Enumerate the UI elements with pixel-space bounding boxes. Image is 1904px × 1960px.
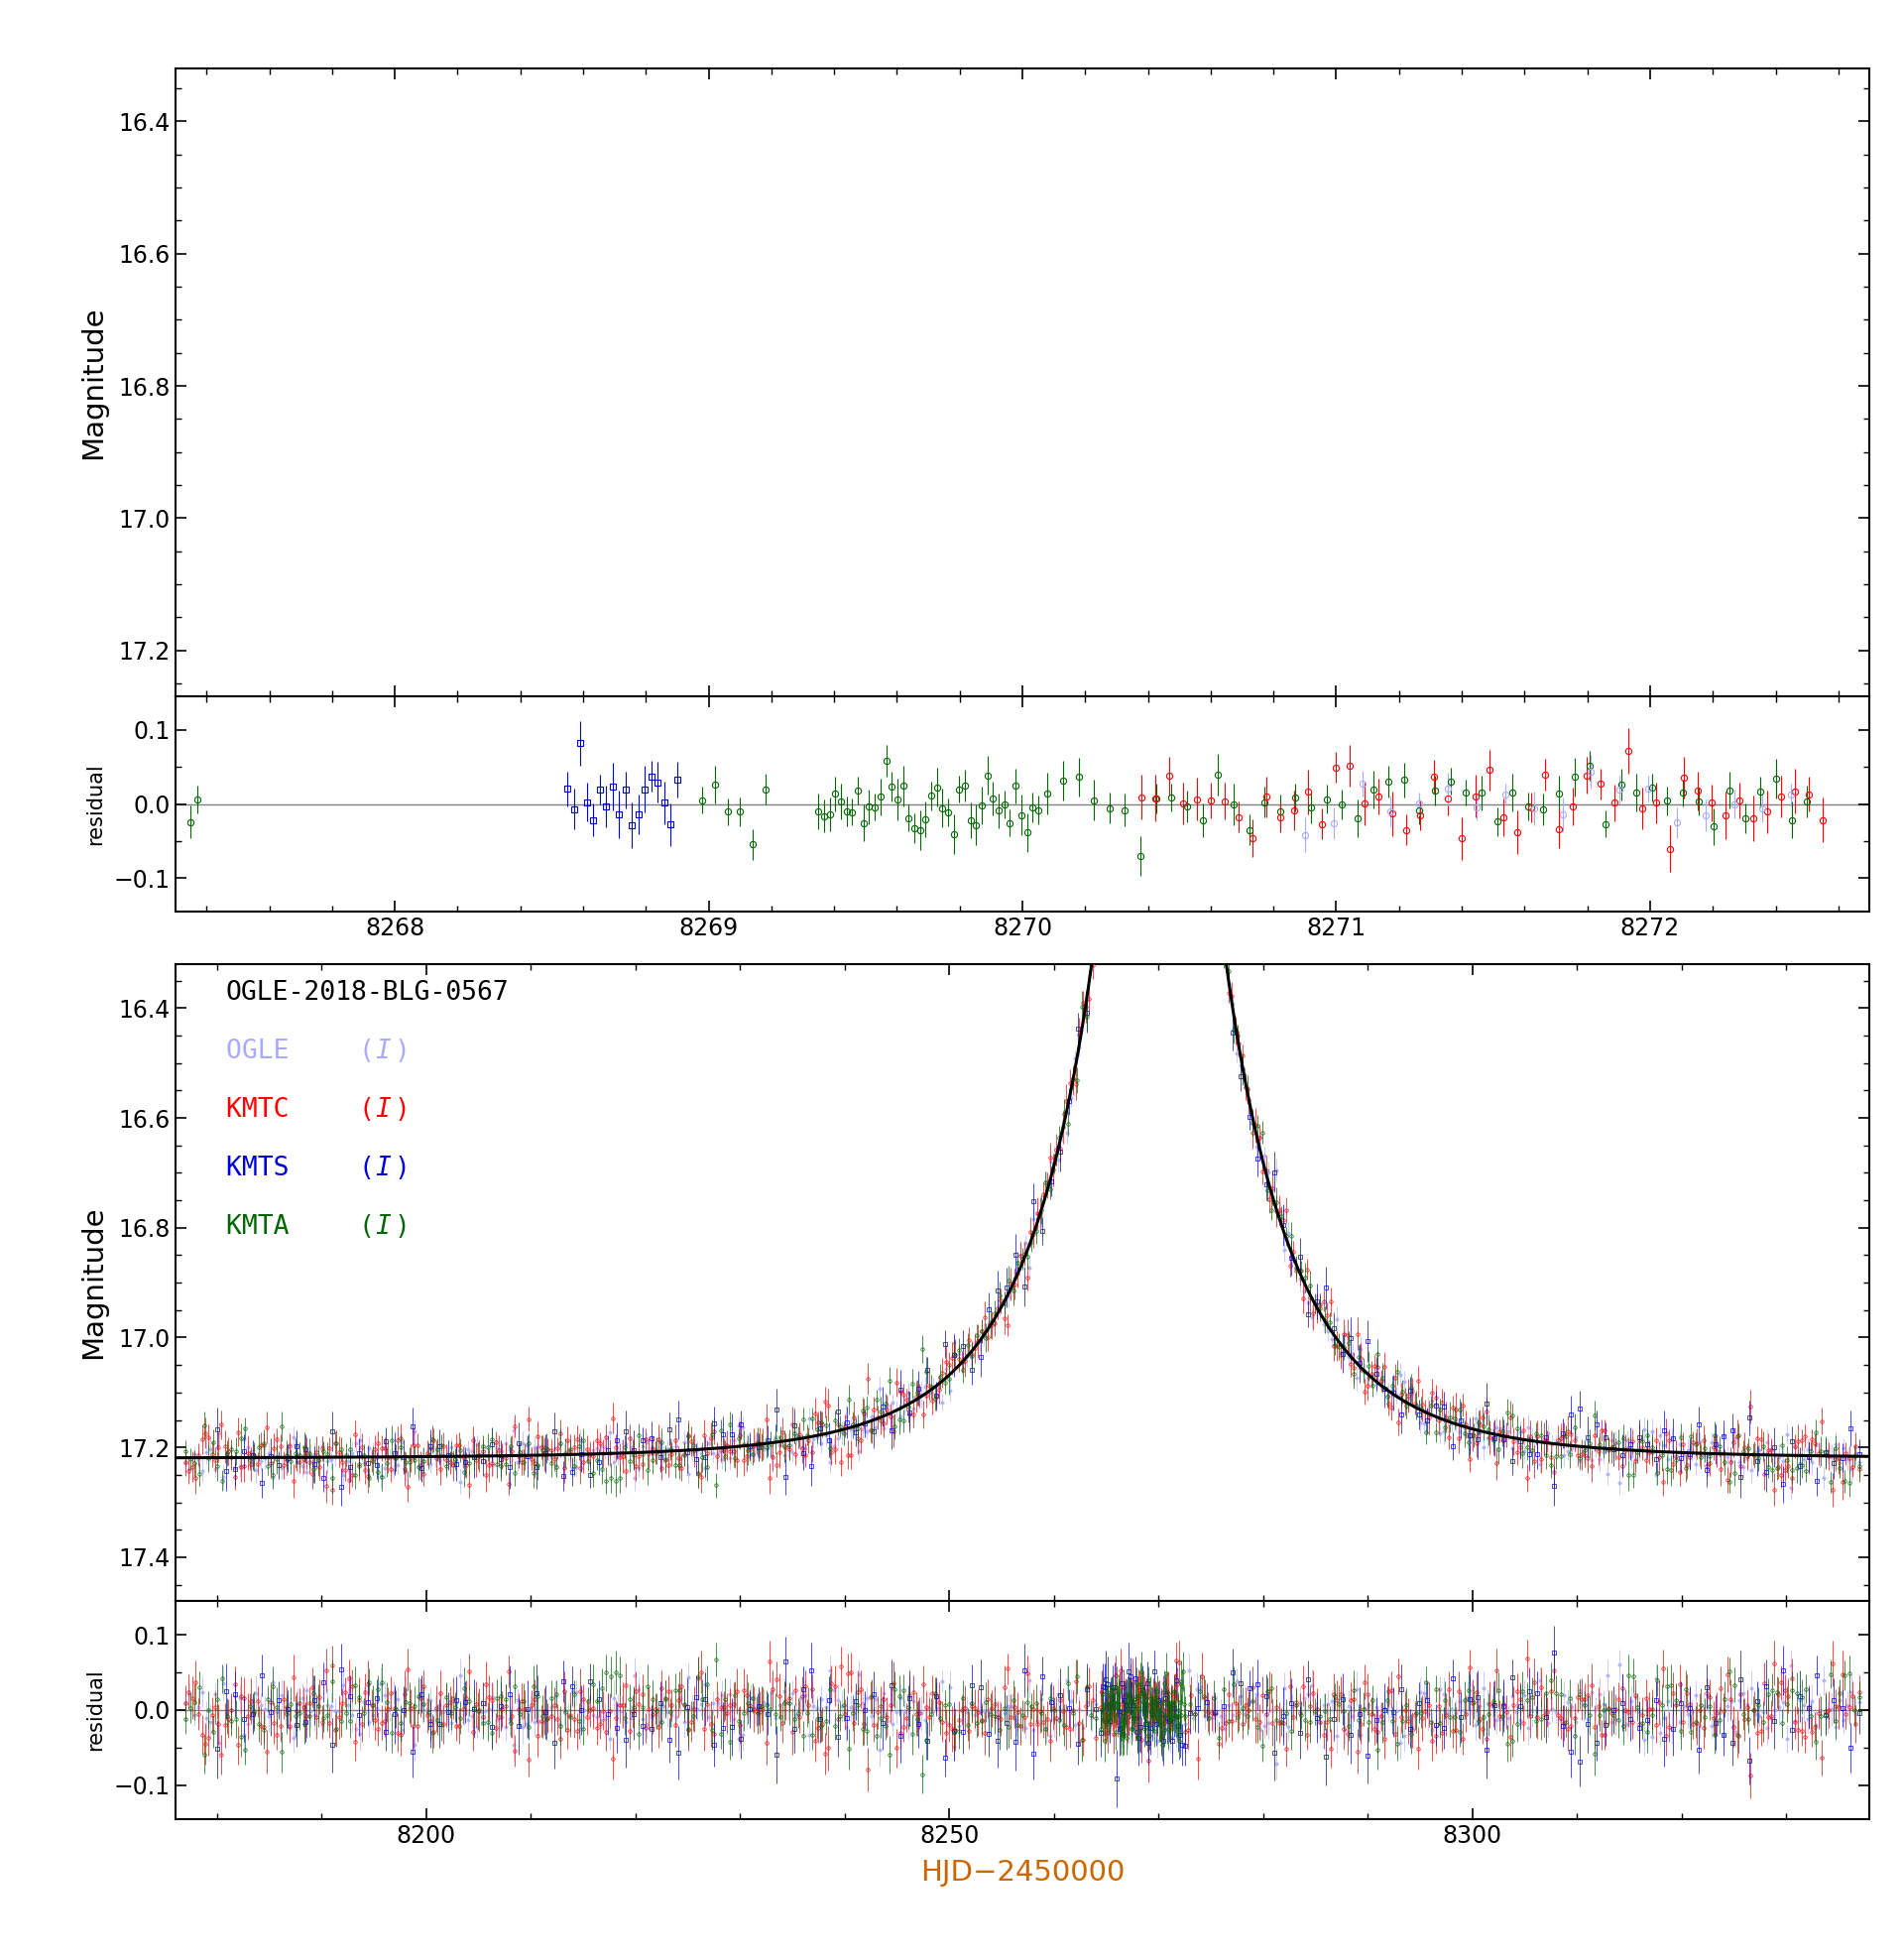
Text: I: I xyxy=(375,1156,390,1182)
Text: ): ) xyxy=(394,1215,409,1241)
Y-axis label: residual: residual xyxy=(86,762,105,845)
Text: (: ( xyxy=(358,1156,373,1182)
Text: (: ( xyxy=(358,1215,373,1241)
Text: ): ) xyxy=(394,1156,409,1182)
Text: KMTC: KMTC xyxy=(227,1098,305,1123)
Text: OGLE-2018-BLG-0567: OGLE-2018-BLG-0567 xyxy=(227,980,510,1005)
Y-axis label: residual: residual xyxy=(86,1668,105,1750)
Y-axis label: Magnitude: Magnitude xyxy=(80,306,107,459)
Text: I: I xyxy=(375,1098,390,1123)
Text: (: ( xyxy=(358,1039,373,1064)
Text: OGLE: OGLE xyxy=(227,1039,305,1064)
Text: KMTS: KMTS xyxy=(227,1156,305,1182)
Text: ): ) xyxy=(394,1039,409,1064)
Text: ): ) xyxy=(394,1098,409,1123)
X-axis label: HJD−2450000: HJD−2450000 xyxy=(920,1858,1125,1886)
Text: I: I xyxy=(375,1039,390,1064)
Text: I: I xyxy=(375,1215,390,1241)
Text: (: ( xyxy=(358,1098,373,1123)
Text: KMTA: KMTA xyxy=(227,1215,305,1241)
Y-axis label: Magnitude: Magnitude xyxy=(80,1205,107,1360)
